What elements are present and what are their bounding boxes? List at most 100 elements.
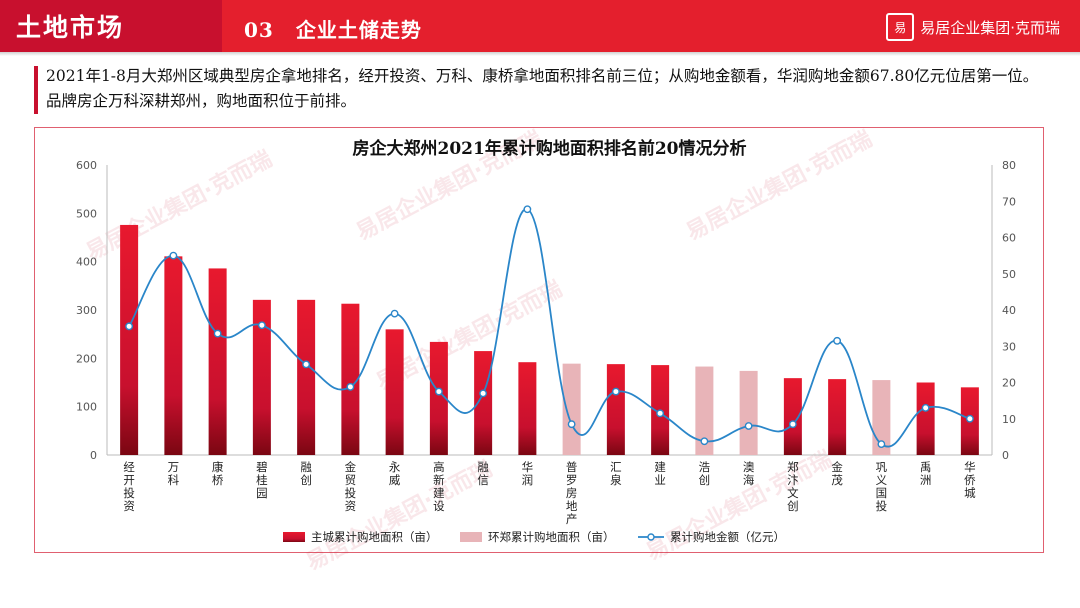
x-tick-label-char: 威	[389, 473, 401, 487]
main-bar	[341, 303, 360, 455]
main-bar	[252, 299, 271, 455]
x-tick-label-char: 建	[433, 486, 445, 500]
subtitle-banner	[222, 0, 1080, 52]
x-tick-label-char: 创	[300, 473, 312, 487]
main-bar	[916, 382, 935, 455]
y-left-tick-label: 600	[76, 159, 97, 172]
y-right-tick-label: 20	[1002, 377, 1016, 390]
y-right-tick-label: 0	[1002, 449, 1009, 462]
main-bar	[120, 224, 139, 455]
x-tick-label-char: 金	[831, 460, 843, 474]
x-tick-label-char: 桂	[256, 473, 268, 487]
x-tick-label-char: 康	[212, 460, 224, 474]
page-subtitle: 03 企业土储走势	[244, 14, 422, 43]
y-right-tick-label: 60	[1002, 232, 1016, 245]
x-tick-label-char: 融	[477, 460, 489, 474]
x-tick-label-char: 融	[300, 460, 312, 474]
x-tick-label-char: 地	[566, 499, 578, 513]
y-left-tick-label: 200	[76, 352, 97, 365]
amount-point	[125, 322, 134, 331]
y-right-tick-label: 10	[1002, 413, 1016, 426]
legend-ring-swatch	[460, 532, 482, 542]
section-title-banner	[0, 0, 222, 52]
amount-point	[434, 387, 443, 396]
main-bar	[606, 364, 625, 455]
x-tick-label-char: 郑	[787, 460, 799, 474]
chart-title: 房企大郑州2021年累计购地面积排名前20情况分析	[353, 138, 747, 159]
legend-main-label: 主城累计购地面积（亩）	[311, 530, 438, 544]
ring-bar	[695, 366, 714, 455]
main-bar	[518, 362, 537, 455]
subtitle-number: 03	[244, 18, 274, 42]
x-tick-label-char: 高	[433, 460, 445, 474]
y-left-tick-label: 400	[76, 256, 97, 269]
x-tick-label-char: 万	[168, 460, 180, 474]
x-tick-label-char: 资	[345, 499, 357, 513]
header-shadow	[0, 52, 1080, 56]
amount-point	[656, 409, 665, 418]
x-tick-label-char: 经	[123, 460, 135, 474]
x-tick-label-char: 投	[123, 486, 135, 500]
x-tick-label-char: 科	[168, 473, 180, 487]
x-tick-label-char: 投	[345, 486, 357, 500]
x-tick-label-char: 泉	[610, 473, 622, 487]
x-tick-label-char: 润	[522, 473, 534, 487]
x-tick-label-char: 茂	[831, 473, 843, 487]
ring-bar	[562, 363, 581, 455]
y-right-tick-label: 70	[1002, 195, 1016, 208]
x-tick-label-char: 业	[654, 473, 666, 487]
x-tick-label-char: 碧	[256, 460, 268, 474]
x-tick-label-char: 资	[123, 499, 135, 513]
x-tick-label-char: 创	[699, 473, 711, 487]
x-tick-label-char: 产	[566, 512, 578, 526]
x-tick-label-char: 桥	[212, 473, 224, 487]
x-tick-label-char: 信	[477, 473, 489, 487]
legend-main-swatch	[283, 532, 305, 542]
amount-point	[700, 437, 709, 446]
amount-point	[523, 205, 532, 214]
amount-point	[611, 387, 620, 396]
y-right-tick-label: 30	[1002, 340, 1016, 353]
subtitle-text: 企业土储走势	[295, 18, 422, 42]
amount-point	[390, 309, 399, 318]
summary-text: 2021年1-8月大郑州区域典型房企拿地排名，经开投资、万科、康桥拿地面积排名前…	[46, 67, 1039, 110]
amount-point	[213, 329, 222, 338]
y-left-tick-label: 100	[76, 401, 97, 414]
y-right-tick-label: 50	[1002, 268, 1016, 281]
x-tick-label-char: 文	[787, 486, 799, 500]
x-tick-label-char: 罗	[566, 473, 578, 487]
main-bar	[429, 341, 448, 455]
x-tick-label-char: 国	[876, 486, 888, 500]
x-tick-label-char: 汴	[787, 473, 799, 487]
amount-point	[169, 251, 178, 260]
amount-point	[921, 403, 930, 412]
main-bar	[208, 268, 227, 455]
x-tick-label-char: 开	[123, 473, 135, 487]
x-tick-label-char: 投	[876, 499, 888, 513]
x-tick-label-char: 华	[522, 460, 534, 474]
main-bar	[297, 299, 316, 455]
logo-mark-icon: 易	[886, 13, 915, 41]
ring-bar	[739, 370, 758, 455]
x-tick-label-char: 创	[787, 499, 799, 513]
x-tick-label-char: 贸	[345, 473, 357, 487]
amount-point	[257, 321, 266, 330]
section-title: 土地市场	[16, 13, 125, 42]
amount-point	[788, 420, 797, 429]
amount-point	[479, 389, 488, 398]
amount-line	[128, 208, 971, 448]
x-tick-label-char: 巩	[876, 460, 888, 474]
legend-ring-label: 环郑累计购地面积（亩）	[488, 530, 615, 544]
main-bar	[828, 379, 847, 455]
x-tick-label-char: 华	[964, 460, 976, 474]
x-tick-label-char: 禹	[920, 460, 932, 474]
x-tick-label-char: 海	[743, 473, 755, 487]
x-tick-label-char: 普	[566, 460, 578, 474]
x-tick-label-char: 澳	[743, 460, 755, 474]
amount-point	[833, 336, 842, 345]
chart-frame: 易居企业集团·克而瑞 易居企业集团·克而瑞 易居企业集团·克而瑞 易居企业集团·…	[34, 127, 1044, 576]
y-left-tick-label: 300	[76, 304, 97, 317]
y-right-tick-label: 80	[1002, 159, 1016, 172]
legend-line-marker	[647, 533, 655, 541]
main-bar	[783, 378, 802, 455]
